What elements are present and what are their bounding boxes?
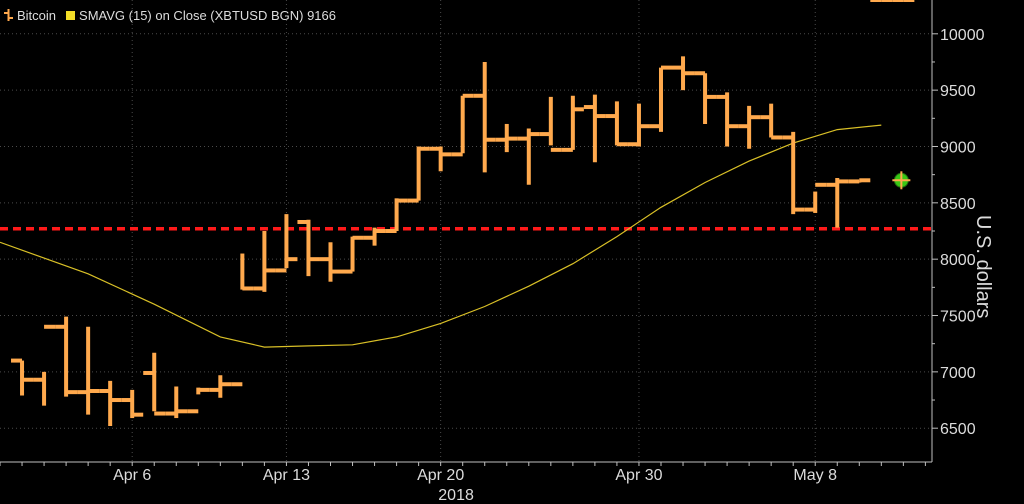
ohlc-bar: [583, 94, 606, 163]
x-tick-label: Apr 6: [113, 467, 151, 484]
y-tick-label: 9500: [940, 83, 976, 100]
ohlc-bar: [782, 131, 805, 215]
ohlc-bar: [694, 71, 717, 124]
y-axis-title: U.S. dollars: [972, 215, 994, 319]
smavg-swatch-icon: [66, 10, 76, 20]
ohlc-bar: [253, 231, 276, 292]
ohlc-bar-icon: [4, 8, 13, 22]
tick-labels: 6500 7000 7500 8000 8500 9000 9500 10000 Apr 6 Ap…: [113, 27, 985, 504]
ohlc-bar: [55, 316, 78, 397]
ohlc-bar: [209, 375, 232, 398]
ohlc-bar: [738, 105, 761, 149]
gridlines: [0, 0, 932, 462]
x-tick-label: May 8: [793, 467, 837, 484]
ohlc-bar: [605, 101, 628, 147]
ohlc-bar: [319, 242, 342, 282]
ohlc-bar: [672, 56, 695, 91]
ohlc-bar: [473, 61, 496, 173]
ohlc-bar: [275, 214, 298, 273]
ohlc-bar: [451, 93, 474, 157]
y-tick-label: 6500: [940, 421, 976, 438]
ohlc-bar: [826, 178, 849, 228]
ohlc-bar: [231, 253, 254, 387]
ohlc-bar: [363, 227, 386, 246]
ohlc-bar: [341, 235, 364, 274]
ohlc-bar: [760, 103, 783, 140]
legend-item-bitcoin: Bitcoin: [4, 8, 56, 23]
ohlc-bar: [187, 387, 210, 414]
axes: [0, 0, 938, 466]
y-tick-label: 7500: [940, 309, 976, 326]
y-tick-label: 7000: [940, 365, 976, 382]
ohlc-bar: [165, 386, 188, 419]
ohlc-bar: [99, 380, 122, 426]
ohlc-bar: [77, 326, 100, 415]
smavg-line: [0, 124, 882, 348]
y-tick-label: 10000: [940, 27, 985, 44]
x-tick-label: Apr 13: [263, 467, 310, 484]
legend-label-bitcoin: Bitcoin: [17, 7, 57, 23]
y-tick-label: 9000: [940, 139, 976, 156]
smavg-series: [0, 124, 882, 348]
y-tick-label: 8000: [940, 252, 976, 269]
bitcoin-ohlc-series: [11, 0, 915, 426]
y-tick-label: 8500: [940, 196, 976, 213]
ohlc-bar: [539, 96, 562, 152]
ohlc-bar: [33, 324, 56, 406]
ohlc-bar: [495, 123, 518, 153]
ohlc-bar: [385, 198, 408, 233]
last-price-marker: [892, 171, 911, 190]
ohlc-bar: [804, 182, 827, 213]
ohlc-bar: [716, 92, 739, 147]
ohlc-bar: [11, 358, 34, 396]
ohlc-bar: [429, 146, 452, 172]
x-year-label: 2018: [438, 487, 474, 504]
x-tick-label: Apr 30: [615, 467, 662, 484]
ohlc-bar: [517, 128, 540, 185]
ohlc-bar: [297, 219, 320, 277]
x-tick-label: Apr 20: [417, 467, 464, 484]
ohlc-bar: [407, 146, 430, 203]
ohlc-bar: [143, 352, 166, 416]
ohlc-bar: [848, 178, 871, 184]
ohlc-bar: [561, 95, 584, 152]
ohlc-bar: [627, 103, 650, 147]
legend-item-smavg: SMAVG (15) on Close (XBTUSD BGN) 9166: [66, 8, 336, 23]
ohlc-bar: [121, 389, 144, 419]
legend-label-smavg: SMAVG (15) on Close (XBTUSD BGN) 9166: [79, 7, 336, 23]
chart-legend: Bitcoin SMAVG (15) on Close (XBTUSD BGN)…: [4, 6, 346, 24]
ohlc-bar: [649, 65, 673, 132]
